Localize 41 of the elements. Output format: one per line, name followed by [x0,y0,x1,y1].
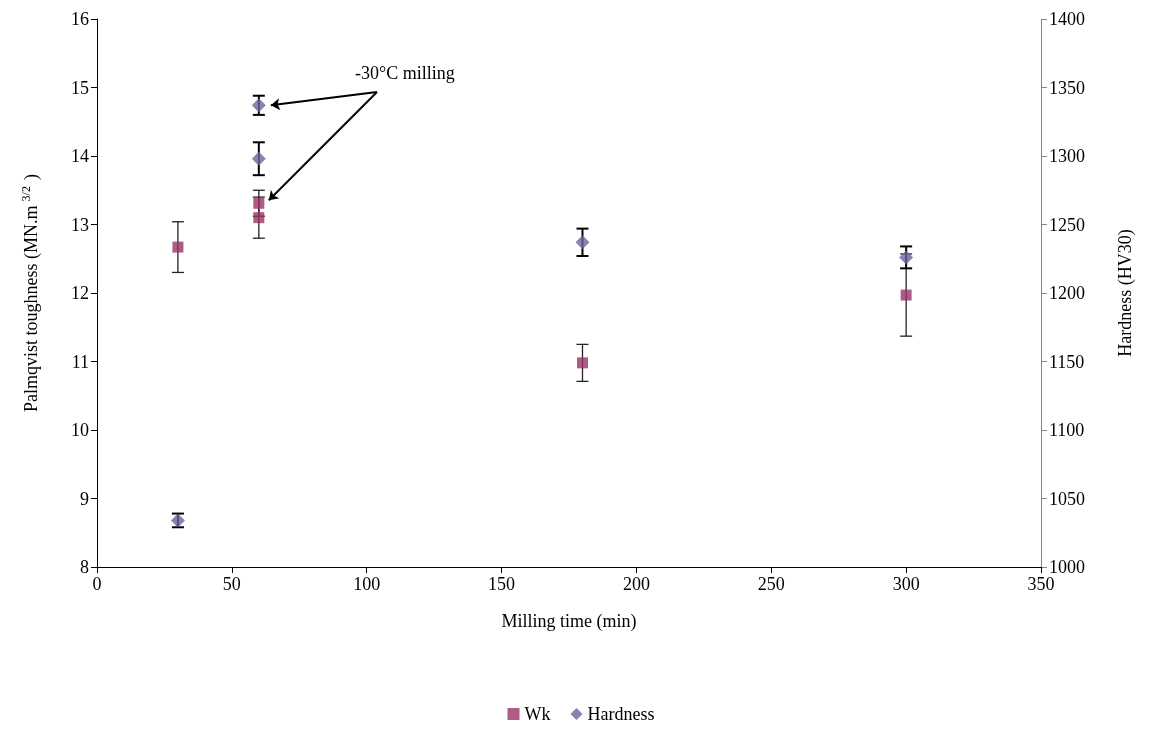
y-axis-title: Palmqvist toughness (MN.m3/2) [19,174,42,412]
x-axis-title: Milling time (min) [501,611,637,632]
point [253,212,265,224]
x-tick-label: 250 [757,574,785,594]
y-tick-label: 10 [71,420,89,440]
point [172,241,184,253]
point [576,357,588,369]
y2-tick-label: 1250 [1049,214,1085,235]
y2-tick-label: 1150 [1049,351,1085,372]
y2-tick-label: 1100 [1049,420,1085,440]
y-tick-label: 16 [71,9,89,29]
point [575,235,590,250]
x-tick-label: 50 [222,574,241,594]
y-tick-label: 8 [80,557,89,577]
y2-tick-label: 1000 [1049,557,1085,577]
y-tick-label: 11 [71,351,89,372]
y2-tick-label: 1200 [1049,283,1085,303]
annotation: -30°C milling [355,63,455,83]
x-tick-label: 0 [92,574,102,594]
point [251,98,266,113]
legend-label: Hardness [587,704,655,724]
legend-label: Wk [524,704,551,724]
y2-axis-title: Hardness (HV30) [1115,229,1136,357]
y2-tick-label: 1400 [1049,9,1085,29]
point [900,289,912,301]
x-tick-label: 150 [488,574,516,594]
y-tick-label: 12 [71,283,89,303]
x-tick-label: 350 [1027,574,1055,594]
point [899,250,914,265]
point [251,151,266,166]
x-tick-label: 300 [892,574,920,594]
y-tick-label: 13 [71,214,89,235]
y2-tick-label: 1300 [1049,146,1085,166]
y2-tick-label: 1050 [1049,488,1085,509]
y-tick-label: 9 [80,488,89,509]
x-tick-label: 100 [353,574,381,594]
y-tick-label: 14 [71,146,89,166]
y-tick-label: 15 [71,77,89,98]
y2-tick-label: 1350 [1049,77,1085,98]
x-tick-label: 200 [622,574,650,594]
point [253,197,265,209]
